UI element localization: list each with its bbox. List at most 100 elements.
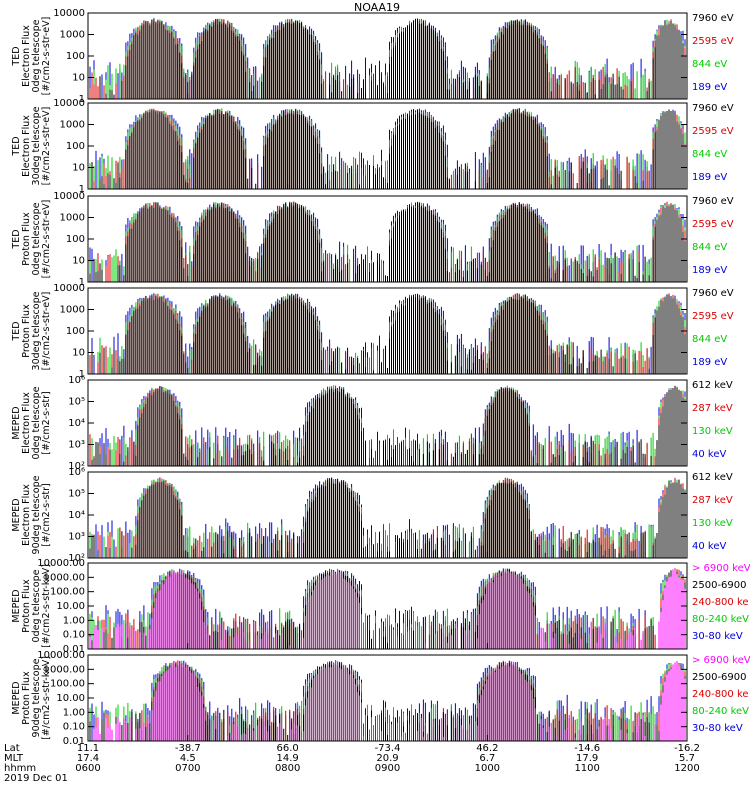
y-tick-label: 0.10 — [63, 722, 85, 733]
legend-entry: 80-240 keV — [692, 614, 749, 625]
y-axis-label: MEPEDProton Flux0deg telescope[#/cm2-s-s… — [11, 564, 52, 648]
legend-entry: 80-240 keV — [692, 706, 749, 717]
legend-entry: 7960 eV — [692, 103, 734, 114]
panel-plot-area — [88, 660, 687, 741]
y-tick-label: 10000.00 — [37, 650, 85, 661]
y-tick-label: 10.00 — [56, 693, 85, 704]
legend-entry: 844 eV — [692, 149, 727, 160]
panel-meped-p90: 0.01 0.10 1.00 10.00 100.00 1000.00 10000.00ME… — [11, 650, 750, 747]
y-tick-label: 10² — [68, 553, 85, 564]
legend-entry: 844 eV — [692, 334, 727, 345]
y-tick-label: 1 — [79, 184, 85, 195]
y-tick-label: 1 — [79, 277, 85, 288]
y-axis-label: TEDProton Flux30deg telescope[#/cm2-s-st… — [11, 291, 52, 370]
x-tick-label-mlt: 4.5 — [180, 753, 196, 764]
x-tick-label-mlt: 17.4 — [77, 753, 99, 764]
legend-entry: 287 keV — [692, 403, 733, 414]
y-tick-label: 10 — [72, 256, 85, 267]
y-axis-label: MEPEDProton Flux90deg telescope[#/cm2-s-… — [11, 656, 52, 740]
x-tick-label-mlt: 6.7 — [479, 753, 495, 764]
y-tick-label: 1000 — [60, 305, 85, 316]
y-tick-label: 100 — [66, 141, 85, 152]
y-tick-label: 100 — [66, 234, 85, 245]
x-tick-label-hhmm: 0900 — [375, 763, 400, 774]
y-tick-label: 1.00 — [63, 615, 85, 626]
series-0-trace — [89, 478, 687, 558]
legend-entry: 240-800 ke — [692, 597, 749, 608]
legend-entry: 189 eV — [692, 172, 727, 183]
legend-entry: 2595 eV — [692, 36, 734, 47]
legend-entry: 7960 eV — [692, 196, 734, 207]
series-3-trace — [95, 477, 687, 558]
date-label: 2019 Dec 01 — [4, 773, 68, 784]
series-0-trace — [88, 201, 686, 282]
x-tick-label-mlt: 5.7 — [679, 753, 695, 764]
x-tick-label-lat: -73.4 — [375, 743, 401, 754]
y-tick-label: 10⁵ — [68, 489, 85, 500]
legend-entry: 189 eV — [692, 265, 727, 276]
x-tick-label-hhmm: 0600 — [75, 763, 100, 774]
x-tick-label-mlt: 17.9 — [576, 753, 598, 764]
y-tick-label: 1000.00 — [44, 572, 85, 583]
y-axis-label: TEDElectron Flux0deg telescope[#/cm2-s-s… — [11, 17, 52, 96]
legend-entry: 844 eV — [692, 59, 727, 70]
series-2-trace — [95, 568, 687, 649]
series-2-trace — [93, 18, 687, 99]
legend-entry: 189 eV — [692, 357, 727, 368]
panel-plot-area — [88, 568, 687, 649]
x-tick-label-hhmm: 1000 — [475, 763, 500, 774]
y-tick-label: 10 — [72, 163, 85, 174]
row-label-mlt: MLT — [4, 753, 24, 764]
x-tick-label-hhmm: 1200 — [674, 763, 699, 774]
x-tick-label-lat: -14.6 — [574, 743, 600, 754]
x-tick-label-mlt: 14.9 — [277, 753, 299, 764]
y-tick-label: 10⁶ — [68, 467, 85, 478]
x-tick-label-lat: 66.0 — [277, 743, 299, 754]
y-tick-label: 100.00 — [50, 587, 85, 598]
panel-meped-e0: 10² 10³ 10⁴ 10⁵ 10⁶ MEPEDElectron Flux0deg te… — [11, 375, 733, 472]
y-tick-label: 0.01 — [63, 644, 85, 655]
y-tick-label: 10² — [68, 461, 85, 472]
legend-entry: 2500-6900 — [692, 580, 747, 591]
legend-entry: 130 keV — [692, 518, 733, 529]
series-0-trace — [88, 18, 687, 99]
series-2-trace — [89, 201, 686, 282]
y-tick-label: 10⁴ — [68, 510, 85, 521]
row-label-hhmm: hhmm — [4, 763, 36, 774]
y-tick-label: 10000 — [53, 8, 85, 19]
series-0-trace — [93, 660, 687, 741]
y-tick-label: 10000 — [53, 191, 85, 202]
legend-entry: 30-80 keV — [692, 631, 743, 642]
x-tick-label-lat: -38.7 — [175, 743, 201, 754]
legend-entry: 40 keV — [692, 541, 726, 552]
y-tick-label: 10⁶ — [68, 375, 85, 386]
series-0-trace — [89, 568, 687, 649]
y-tick-label: 10⁴ — [68, 418, 85, 429]
legend-entry: 189 eV — [692, 82, 727, 93]
chart-title: NOAA19 — [354, 1, 400, 14]
legend-entry: 287 keV — [692, 495, 733, 506]
panel-meped-e90: 10² 10³ 10⁴ 10⁵ 10⁶ MEPEDElectron Flux90deg t… — [11, 467, 733, 564]
legend-entry: 40 keV — [692, 449, 726, 460]
y-tick-label: 10.00 — [56, 601, 85, 612]
x-tick-label-hhmm: 0800 — [275, 763, 300, 774]
series-0-trace — [88, 293, 687, 374]
y-tick-label: 10 — [72, 348, 85, 359]
y-tick-label: 1000 — [60, 213, 85, 224]
legend-entry: 612 keV — [692, 380, 733, 391]
y-tick-label: 1000 — [60, 120, 85, 131]
bottom-axis-labels: Lat 11.1 -38.7 66.0 -73.4 46.2 -14.6 -16.2 MLT 17… — [4, 743, 700, 784]
y-tick-label: 100.00 — [50, 679, 85, 690]
x-tick-label-hhmm: 0700 — [175, 763, 200, 774]
series-1-trace — [97, 201, 687, 282]
legend-entry: 2500-6900 — [692, 672, 747, 683]
legend-entry: 240-800 ke — [692, 689, 749, 700]
legend-entry: 7960 eV — [692, 288, 734, 299]
series-0-trace — [88, 108, 687, 189]
y-tick-label: 100 — [66, 51, 85, 62]
y-tick-label: 10³ — [68, 440, 85, 451]
legend-entry: 30-80 keV — [692, 723, 743, 734]
